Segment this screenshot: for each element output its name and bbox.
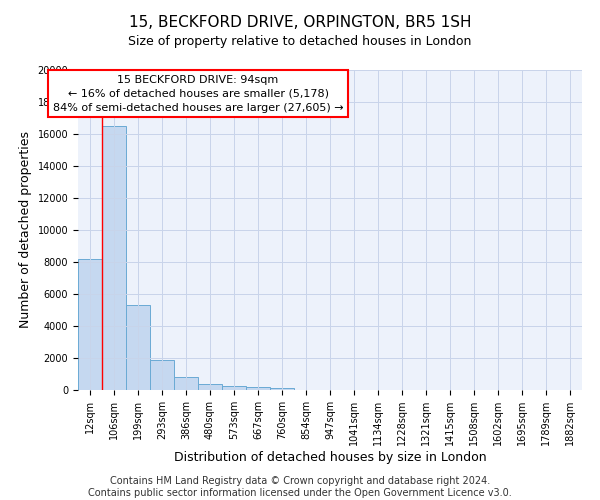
Bar: [78, 259, 102, 390]
Text: 15, BECKFORD DRIVE, ORPINGTON, BR5 1SH: 15, BECKFORD DRIVE, ORPINGTON, BR5 1SH: [129, 15, 471, 30]
Bar: [150, 360, 174, 390]
Bar: [270, 388, 294, 390]
Bar: [246, 387, 270, 390]
X-axis label: Distribution of detached houses by size in London: Distribution of detached houses by size …: [173, 451, 487, 464]
Text: 15 BECKFORD DRIVE: 94sqm
← 16% of detached houses are smaller (5,178)
84% of sem: 15 BECKFORD DRIVE: 94sqm ← 16% of detach…: [53, 75, 343, 113]
Text: Size of property relative to detached houses in London: Size of property relative to detached ho…: [128, 35, 472, 48]
Bar: [222, 386, 246, 390]
Bar: [126, 305, 150, 390]
Bar: [198, 384, 222, 390]
Y-axis label: Number of detached properties: Number of detached properties: [19, 132, 32, 328]
Text: Contains HM Land Registry data © Crown copyright and database right 2024.
Contai: Contains HM Land Registry data © Crown c…: [88, 476, 512, 498]
Bar: [102, 126, 126, 390]
Bar: [174, 377, 198, 390]
